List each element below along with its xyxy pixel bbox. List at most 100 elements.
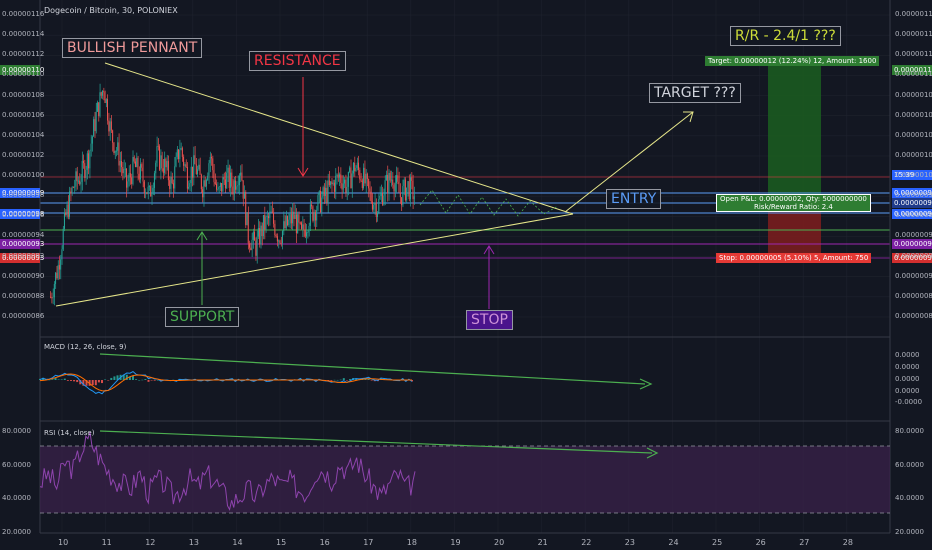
macd-histogram-bar <box>85 380 88 386</box>
candle-body <box>290 214 292 224</box>
macd-histogram-bar <box>122 374 125 380</box>
candle-body <box>306 232 307 237</box>
candle-body <box>308 225 310 233</box>
macd-histogram-bar <box>367 378 370 380</box>
entry-label[interactable]: ENTRY <box>606 189 662 209</box>
candle-body <box>337 174 339 178</box>
stop-info-box: Stop: 0.00000005 (5.10%) 5, Amount: 750 <box>716 253 872 263</box>
candle-body <box>408 181 410 200</box>
candle-body <box>313 212 315 221</box>
macd-histogram-bar <box>339 379 342 381</box>
macd-tick-label: -0.0000 <box>895 398 923 406</box>
candle-body <box>289 214 291 220</box>
candle-body <box>349 167 351 172</box>
pennant-lower-line <box>55 213 574 307</box>
macd-histogram-bar <box>63 378 66 380</box>
candle-body <box>100 92 102 96</box>
macd-histogram-bar <box>42 377 45 380</box>
stop-label[interactable]: STOP <box>466 310 513 330</box>
candle-body <box>240 172 242 176</box>
candle-body <box>81 160 83 182</box>
candle-body <box>278 240 280 242</box>
x-tick-label: 24 <box>668 538 679 547</box>
candle-body <box>103 90 105 93</box>
candle-body <box>74 186 76 188</box>
candle-body <box>200 174 202 190</box>
candle-body <box>368 179 370 189</box>
rsi-divergence-arrow-head <box>646 447 659 459</box>
candle-body <box>376 212 378 217</box>
candle-body <box>359 169 361 180</box>
x-tick-label: 12 <box>145 538 156 547</box>
candle-body <box>189 183 191 187</box>
macd-histogram-bar <box>370 380 373 381</box>
macd-histogram-bar <box>94 380 97 386</box>
candle-body <box>392 179 394 186</box>
candle-body <box>70 191 72 194</box>
macd-histogram-bar <box>144 379 147 380</box>
y-tick-label-left: 0.00000096 <box>2 211 45 220</box>
candle-body <box>123 168 125 174</box>
candle-body <box>295 214 297 234</box>
candle-body <box>273 212 275 224</box>
candle-body <box>281 231 283 244</box>
target-price-tag: 0.00000110 <box>892 65 932 75</box>
support-label[interactable]: SUPPORT <box>165 307 240 327</box>
y-tick-label: 0.00000106 <box>895 110 932 119</box>
candle-body <box>75 171 77 187</box>
candle-body <box>122 167 124 174</box>
candle-body <box>164 158 166 173</box>
candle-body <box>152 187 154 193</box>
candle-body <box>229 172 231 188</box>
candle-body <box>288 219 290 226</box>
bullish-pennant-label[interactable]: BULLISH PENNANT <box>62 38 203 58</box>
rsi-title: RSI (14, close) <box>44 429 95 437</box>
resistance-label[interactable]: RESISTANCE <box>249 51 346 71</box>
candle-body <box>77 180 79 182</box>
candle-body <box>218 187 220 190</box>
pennant-upper-line <box>104 62 574 215</box>
candle-body <box>269 211 271 219</box>
y-tick-label-left: 0.00000094 <box>2 231 45 240</box>
candle-body <box>214 182 216 184</box>
candle-body <box>213 170 215 183</box>
candle-body <box>126 168 128 188</box>
candle-body <box>160 155 162 170</box>
y-tick-label-left: 0.00000102 <box>2 150 45 159</box>
risk-reward-label[interactable]: R/R - 2.4/1 ??? <box>730 26 841 46</box>
macd-histogram-bar <box>336 379 339 381</box>
candle-body <box>93 119 95 137</box>
candle-body <box>174 166 176 189</box>
pnl-info-box: Open P&L: 0.00000002, Qty: 5000000000 Ri… <box>716 194 871 212</box>
macd-histogram-bar <box>361 379 364 380</box>
candle-body <box>217 189 219 190</box>
target-label[interactable]: TARGET ??? <box>649 83 741 103</box>
last-price-tag-left: 0.00000099 <box>0 188 45 198</box>
candle-body <box>101 90 103 96</box>
candle-body <box>412 180 414 200</box>
macd-histogram-bar <box>79 380 82 385</box>
candle-body <box>210 156 212 159</box>
candle-body <box>114 150 116 154</box>
macd-histogram-bar <box>88 380 91 386</box>
y-tick-label-left: 0.00000116 <box>2 10 45 19</box>
candle-body <box>397 175 399 182</box>
candle-body <box>89 150 91 169</box>
candle-body <box>346 186 348 193</box>
candle-body <box>158 146 160 170</box>
chart-title: Dogecoin / Bitcoin, 30, POLONIEX <box>44 6 178 15</box>
macd-histogram-bar <box>97 380 100 383</box>
y-tick-label-left: 0.00000092 <box>2 251 45 260</box>
candle-body <box>56 272 58 279</box>
rsi-tick-label: 60.0000 <box>895 460 924 469</box>
candle-body <box>261 225 263 237</box>
macd-histogram-bar <box>82 380 85 386</box>
stop-arrow-head <box>483 245 495 255</box>
y-tick-label-left: 0.00000088 <box>2 291 45 300</box>
y-tick-label-left: 0.00000110 <box>2 70 45 79</box>
candle-body <box>112 130 114 143</box>
candle-body <box>186 166 188 189</box>
macd-histogram-bar <box>150 380 153 381</box>
candle-body <box>237 185 239 187</box>
candle-body <box>266 216 268 218</box>
